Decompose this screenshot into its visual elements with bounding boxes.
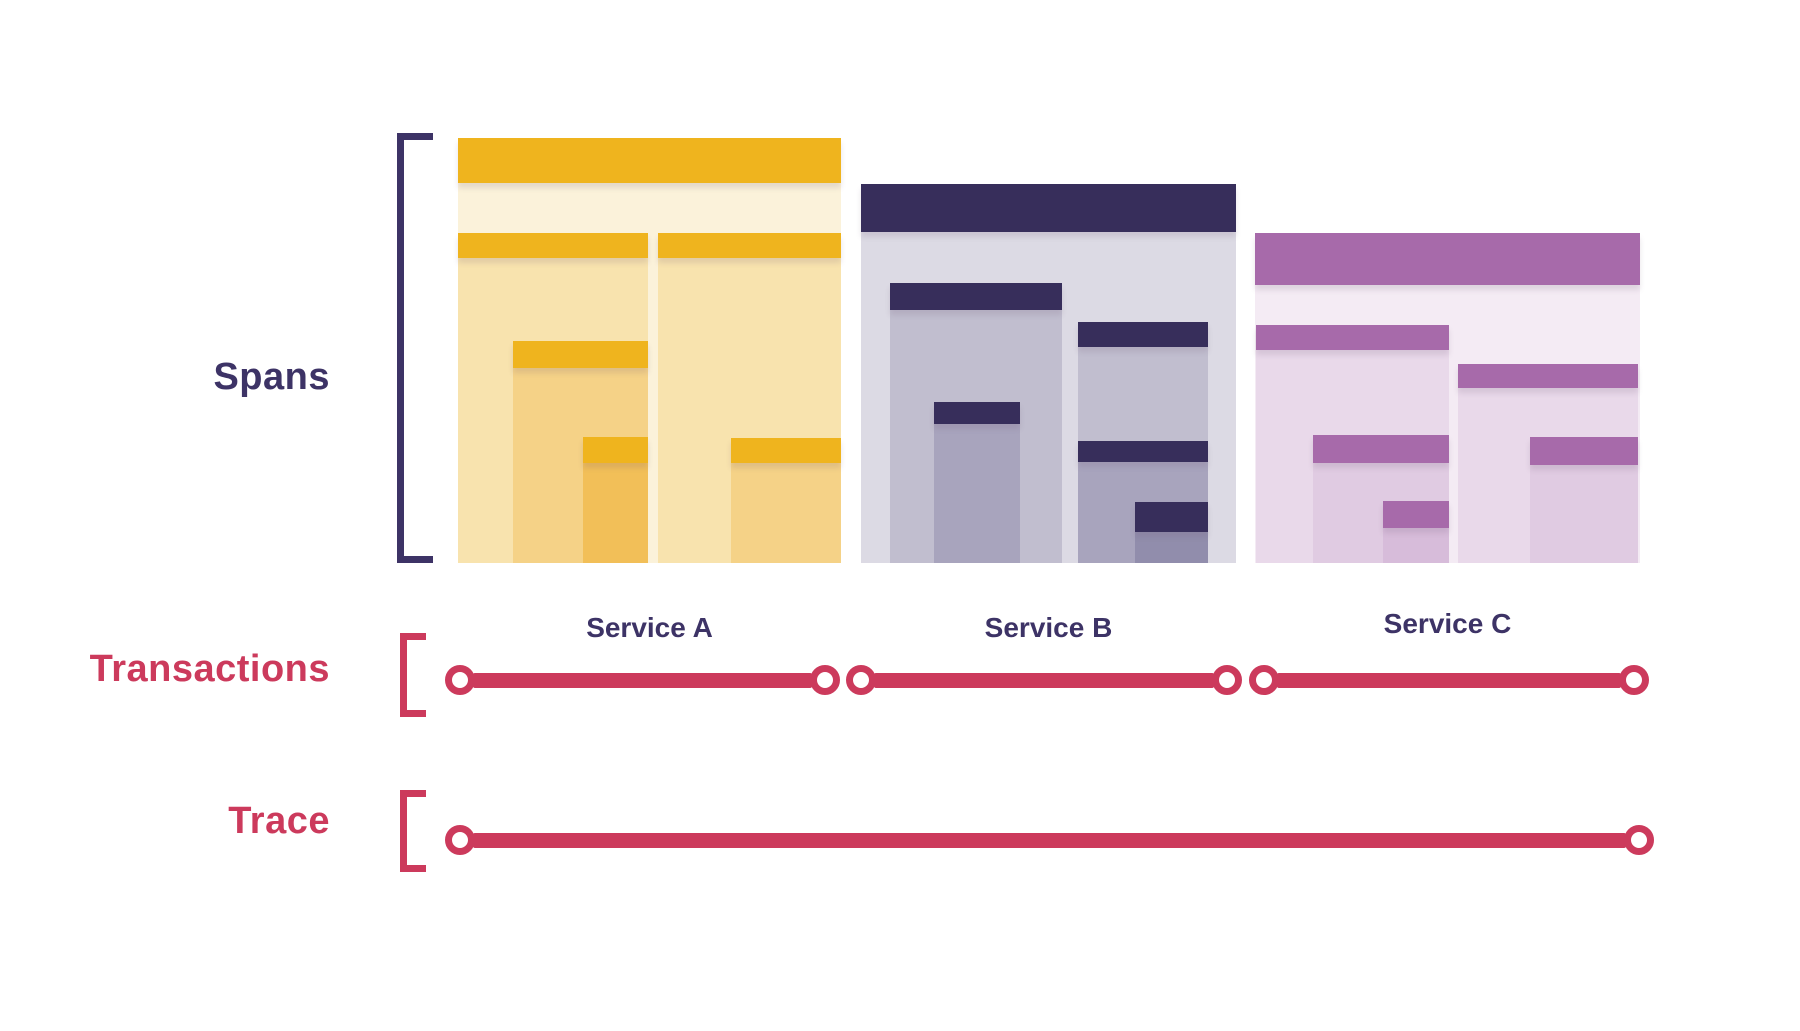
trace-label: Trace — [228, 800, 330, 842]
transaction-a-end-ring — [810, 665, 840, 695]
span-b-grandchild-right-bar — [1078, 441, 1208, 462]
span-c-greatgrandchild-left — [1383, 501, 1449, 563]
transaction-a-line — [473, 673, 812, 688]
span-a-child-right-bar — [658, 233, 841, 258]
trace-bracket — [400, 790, 426, 872]
service-c-label: Service C — [1383, 608, 1512, 639]
span-c-root-bar — [1255, 233, 1640, 285]
service-b-label: Service B — [984, 612, 1113, 643]
transaction-b-line — [874, 673, 1214, 688]
span-a-grandchild-right — [731, 438, 841, 563]
span-b-greatgrandchild-right-bar — [1135, 502, 1208, 532]
spans-label: Spans — [213, 356, 330, 398]
span-a-child-left-bar — [458, 233, 648, 258]
span-b-grandchild-left-bar — [934, 402, 1020, 424]
span-b-root-bar — [861, 184, 1236, 232]
span-c-greatgrandchild-left-bar — [1383, 501, 1449, 528]
trace-line — [473, 833, 1626, 848]
span-a-root-bar — [458, 138, 841, 183]
span-a-grandchild-left-bar — [513, 341, 648, 368]
span-a-greatgrandchild-left-bar — [583, 437, 648, 463]
span-c-grandchild-left-bar — [1313, 435, 1449, 463]
transaction-a-start-ring — [445, 665, 475, 695]
span-c-grandchild-right-bar — [1530, 437, 1638, 465]
transaction-b-start-ring — [846, 665, 876, 695]
spans-bracket — [397, 133, 433, 563]
service-c-span-block — [1255, 233, 1640, 563]
span-b-child-right-bar — [1078, 322, 1208, 347]
service-a-span-block — [458, 138, 841, 563]
span-c-child-right-bar — [1458, 364, 1638, 388]
transactions-bracket — [400, 633, 426, 717]
span-a-greatgrandchild-left — [583, 437, 648, 563]
transaction-b-end-ring — [1212, 665, 1242, 695]
trace-end-ring — [1624, 825, 1654, 855]
service-b-span-block — [861, 184, 1236, 563]
span-b-child-left-bar — [890, 283, 1062, 310]
span-a-grandchild-right-bar — [731, 438, 841, 463]
trace-start-ring — [445, 825, 475, 855]
span-b-greatgrandchild-right — [1135, 502, 1208, 563]
span-c-child-left-bar — [1256, 325, 1449, 350]
transaction-c-end-ring — [1619, 665, 1649, 695]
transaction-c-line — [1277, 673, 1621, 688]
service-a-label: Service A — [586, 612, 713, 643]
span-c-grandchild-right — [1530, 437, 1638, 563]
span-b-grandchild-left — [934, 402, 1020, 563]
transactions-label: Transactions — [89, 648, 330, 690]
transaction-c-start-ring — [1249, 665, 1279, 695]
